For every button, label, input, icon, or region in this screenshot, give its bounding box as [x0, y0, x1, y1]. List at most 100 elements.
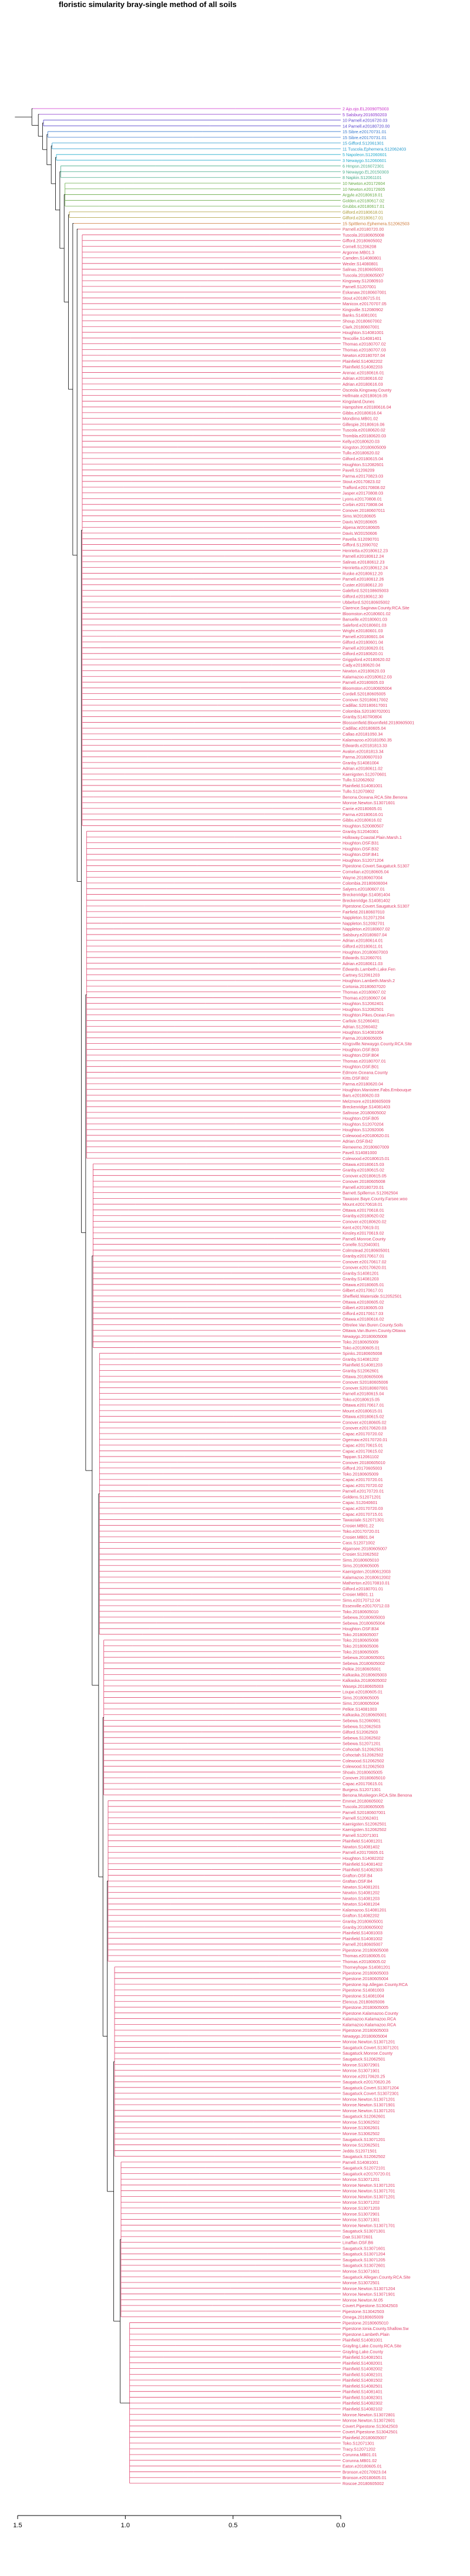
leaf-label: Granby.e20180620.02: [343, 1213, 384, 1219]
leaf-label: Sebewa.S12071201: [343, 1741, 381, 1746]
leaf-label: Ottawa.e20170617.01: [343, 1402, 384, 1408]
leaf-label: 9 Newaygo.EL20150303: [343, 169, 389, 174]
leaf-label: Sims.20180605010: [343, 1557, 379, 1563]
leaf-label: Eaton.e20180605.01: [343, 2464, 382, 2469]
leaf-label: Monroe.Newton.S13071701: [343, 2223, 395, 2228]
leaf-label: Newaygo.20180605008: [343, 1334, 387, 1339]
leaf-label: Trombla.e20180620.03: [343, 433, 386, 439]
leaf-label: Tawasee.Baye.County.Farsee.woo: [343, 1196, 408, 1201]
leaf-label: Breckenridge.S14081403: [343, 1104, 390, 1110]
leaf-label: Shoals.20180605005: [343, 1769, 382, 1775]
leaf-label: 10 Newton.e20172604: [343, 181, 385, 186]
leaf-label: Gilbert.e20180605.03: [343, 1305, 383, 1310]
leaf-label: Henrietta.e20180612.23: [343, 548, 388, 553]
leaf-label: Toko.20180605009: [343, 1471, 378, 1476]
leaf-label: Parma.20180607010: [343, 754, 382, 760]
leaf-label: Ruske.e20180612.20: [343, 571, 382, 576]
leaf-label: Newton.e20180707.04: [343, 353, 385, 358]
leaf-label: Covert.Pipestone.S13042501: [343, 2429, 398, 2435]
leaf-label: Blossomfield.Bloomfield.20180605001: [343, 720, 414, 725]
leaf-label: Monroe.Newton.S13071201: [343, 2108, 395, 2113]
leaf-label: Pipestone.20180605010: [343, 2320, 388, 2325]
leaf-label: Saugatuck.Monroe.County: [343, 2051, 393, 2056]
leaf-label: Grayling.Lake.County.RCA.Site: [343, 2344, 401, 2349]
leaf-label: Monroe.S12062501: [343, 2143, 380, 2148]
leaf-label: Monroe.Newton.S13071204: [343, 2286, 395, 2291]
leaf-label: Nappleton.S12092701: [343, 921, 385, 926]
leaf-label: 15 Sibre.e20170731.01: [343, 135, 387, 140]
leaf-label: Monroe.e20170620.25: [343, 2073, 385, 2079]
leaf-label: Monroe.Newton.S13071201: [343, 2183, 395, 2188]
leaf-label: Plainfield.S14082001: [343, 2361, 382, 2366]
leaf-label: Parnell.e20180601.04: [343, 634, 384, 639]
leaf-label: Parnell.S14081001: [343, 2160, 378, 2165]
leaf-label: Manicox.e20170707.05: [343, 301, 387, 306]
leaf-label: Monroe.S13072901: [343, 2062, 380, 2068]
x-tick-label: 0.0: [336, 2522, 345, 2529]
leaf-label: 11 Tuscola.Ephemera.S12062403: [343, 146, 406, 151]
leaf-label: Kalkaska.20180605002: [343, 1678, 387, 1683]
leaf-label: Houghton.Manistee.Fabs.Embouque: [343, 1087, 411, 1093]
leaf-label: Pipestone.S14081004: [343, 1994, 384, 1999]
leaf-label: Monroe.S13071202: [343, 2200, 380, 2205]
leaf-label: Cornell.S1206208: [343, 244, 377, 249]
leaf-label: Bronson.e20170923.04: [343, 2469, 387, 2474]
leaf-label: Newton.S14081201: [343, 1884, 380, 1890]
leaf-label: Newton.e20180620.03: [343, 669, 385, 674]
leaf-label: Pipestone.S13042503: [343, 2309, 384, 2314]
leaf-label: Gifford.20180605002: [343, 238, 382, 244]
leaf-label: Parma.20180605005: [343, 1036, 382, 1041]
leaf-label: Alpena.W20180605: [343, 525, 380, 530]
leaf-label: Plainfield.S14081401: [343, 2389, 382, 2395]
leaf-label: Kalkaska.20180605001: [343, 1712, 387, 1718]
leaf-label: Conelle.S12040301: [343, 1242, 380, 1247]
leaf-label: Parma.e20180620.04: [343, 1081, 383, 1087]
leaf-label: Saugatuck.S12072101: [343, 2166, 385, 2171]
leaf-label: Cartney.S12061203: [343, 972, 380, 977]
leaf-label: Edwards.e20181813.33: [343, 743, 387, 748]
leaf-label: Parnell.e20180720.01: [343, 1185, 384, 1190]
leaf-label: Houghton.S14081004: [343, 1030, 384, 1035]
leaf-label: 8 Napkin.S12061101: [343, 175, 382, 180]
leaf-label: Tappan.S12061102: [343, 1454, 379, 1459]
leaf-label: Granby.e20170617.01: [343, 1253, 384, 1259]
leaf-label: Sebewa.20180605001: [343, 1655, 385, 1660]
leaf-label: Sebewa.20180605004: [343, 1620, 385, 1626]
leaf-label: Plainfield.S14082203: [343, 365, 382, 370]
leaf-label: Houghton.OSF.B03: [343, 1047, 379, 1052]
leaf-label: Pipestone.Kalamazoo.County: [343, 2011, 398, 2016]
leaf-label: Bloomston.e20180605004: [343, 686, 392, 691]
leaf-label: Monroe.S13071301: [343, 2217, 380, 2223]
leaf-label: Kent.e20170619.01: [343, 1225, 380, 1230]
leaf-label: Wasepi.20180605003: [343, 1684, 384, 1689]
leaf-label: Houghton.OSF.B32: [343, 846, 379, 851]
leaf-label: Monroe.Newton.S13072801: [343, 2412, 395, 2417]
leaf-label: Crosier.MB01.22: [343, 1523, 374, 1528]
leaf-label: Edmore.Oceana.County: [343, 1070, 388, 1075]
leaf-label: Colombia.20180606004: [343, 881, 387, 886]
leaf-label: Houghton.S14081001: [343, 330, 384, 335]
leaf-label: Adrian.e20180611.02: [343, 766, 382, 771]
leaf-label: Ottawa.e20170618.01: [343, 1208, 384, 1213]
leaf-label: Jeddo.S12071501: [343, 2148, 377, 2153]
leaf-label: Gilford.S12062503: [343, 1729, 378, 1735]
leaf-label: Roscoe.20180605002: [343, 2481, 384, 2486]
leaf-label: Osceola.Kingsway.County: [343, 387, 392, 393]
leaf-label: Pavella.S12090701: [343, 537, 379, 542]
leaf-label: Sebewa.20180605003: [343, 1615, 385, 1620]
leaf-label: Griggsford.e20180620.02: [343, 657, 391, 662]
leaf-label: Gilford.e20180617.01: [343, 215, 383, 221]
leaf-label: Pipestone.Covert.Saugatuck.S1307: [343, 864, 409, 869]
leaf-label: Monroe.S13062502: [343, 2131, 380, 2136]
leaf-label: Salyers.e20180607.01: [343, 886, 385, 892]
leaf-label: Burgess.S12071301: [343, 1787, 381, 1792]
leaf-label: Pavell.S1206209: [343, 468, 374, 473]
leaf-label: Pipestone.Covert.Saugatuck.S1307: [343, 903, 409, 909]
leaf-label: Salinas.e20180612.23: [343, 559, 385, 565]
leaf-label: Gifford.S12090702: [343, 542, 378, 548]
leaf-label: Thomas.e20180605.01: [343, 1953, 386, 1958]
leaf-label: Houghton.OSF.B04: [343, 1053, 379, 1058]
leaf-label: Granby.S14081201: [343, 1270, 379, 1276]
leaf-label: Adrian.e20180616.02: [343, 376, 383, 381]
leaf-label: Parnell.S1207001: [343, 284, 376, 289]
